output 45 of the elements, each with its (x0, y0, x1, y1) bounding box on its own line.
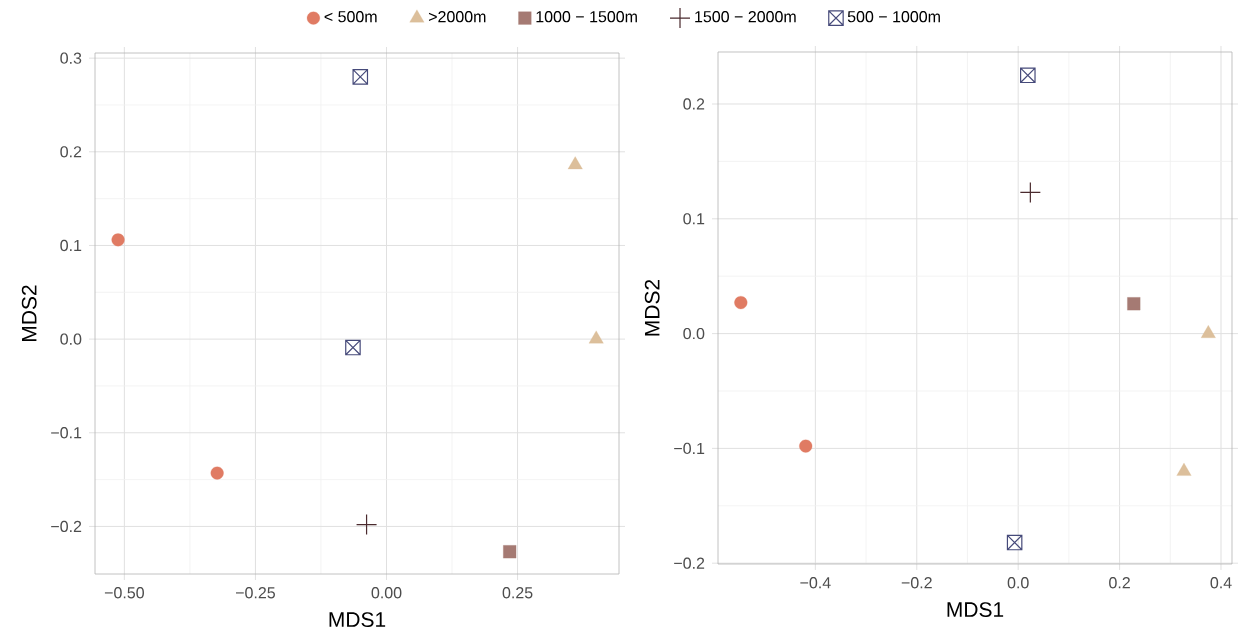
y-tick-label: 0.3 (60, 52, 82, 64)
point (503, 545, 517, 559)
point (1006, 534, 1023, 551)
x-axis-title: MDS1 (329, 612, 386, 628)
y-tick-label: 0.0 (60, 333, 82, 345)
legend-label: 500 − 1000m (847, 11, 940, 23)
y-tick-label: 0.0 (683, 328, 705, 340)
point (1176, 463, 1192, 476)
y-tick-label: −0.2 (674, 557, 705, 570)
y-tick-label: 0.1 (683, 213, 705, 225)
y-tick-label: −0.1 (51, 427, 82, 439)
y-axis-title: MDS2 (21, 285, 37, 342)
x-tick-label: 0.00 (371, 587, 402, 599)
point (111, 233, 125, 247)
legend-label: 1500 − 2000m (695, 11, 796, 23)
legend-label: 1000 − 1500m (536, 11, 637, 23)
point (567, 156, 583, 170)
point (1127, 297, 1141, 311)
x-tick-label: −0.50 (104, 587, 144, 599)
point (210, 466, 224, 480)
y-axis-title: MDS2 (644, 280, 660, 336)
y-tick-label: −0.1 (674, 442, 705, 455)
y-tick-label: 0.2 (683, 98, 705, 110)
x-axis-title: MDS1 (947, 602, 1004, 618)
y-tick-label: 0.1 (60, 239, 82, 252)
x-tick-label: −0.2 (901, 577, 932, 589)
point (1019, 181, 1041, 204)
x-tick-label: 0.4 (1210, 577, 1232, 589)
point (352, 69, 369, 85)
x-tick-label: 0.0 (1007, 577, 1029, 589)
x-tick-label: −0.4 (800, 577, 831, 589)
point (1200, 325, 1216, 339)
y-tick-label: −0.2 (51, 520, 82, 533)
point (1020, 67, 1036, 84)
point (799, 439, 813, 453)
point (588, 330, 604, 344)
x-tick-label: 0.2 (1109, 577, 1130, 589)
y-tick-label: 0.2 (60, 146, 82, 158)
point (734, 296, 748, 310)
point (345, 339, 361, 356)
legend-label: < 500m (324, 11, 377, 23)
point (355, 514, 378, 536)
x-tick-label: 0.25 (502, 587, 533, 599)
legend-label: >2000m (428, 11, 486, 23)
x-tick-label: −0.25 (235, 587, 275, 599)
